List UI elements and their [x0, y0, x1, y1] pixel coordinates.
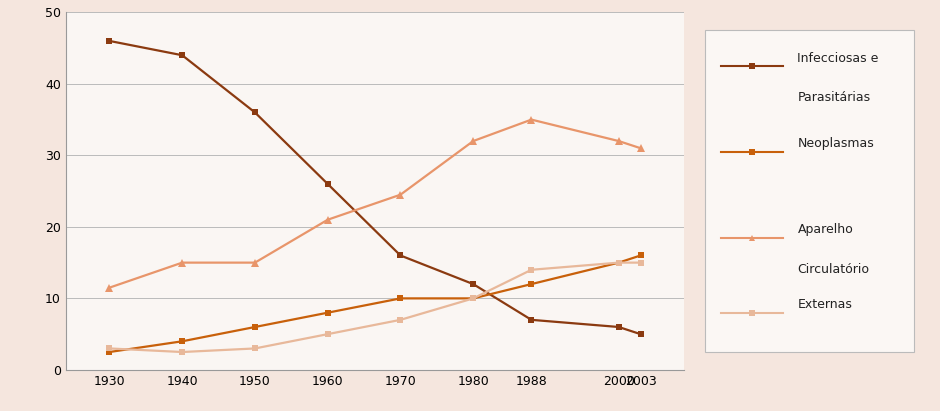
Line: Externas: Externas: [106, 259, 644, 355]
Neoplasmas: [467, 296, 478, 301]
Neoplasmas: [103, 349, 115, 354]
Neoplasmas: [525, 282, 537, 286]
Neoplasmas: [395, 296, 406, 301]
Externas: [103, 346, 115, 351]
FancyBboxPatch shape: [705, 30, 914, 352]
Neoplasmas: [613, 260, 624, 265]
Aparelho
Circulatório: [177, 260, 188, 265]
Neoplasmas: [249, 325, 260, 330]
Infecciosas e
Parasitárias: [634, 332, 646, 337]
Externas: [613, 260, 624, 265]
Text: Neoplasmas: Neoplasmas: [797, 138, 874, 150]
Line: Aparelho
Circulatório: Aparelho Circulatório: [105, 116, 644, 291]
Externas: [249, 346, 260, 351]
Aparelho
Circulatório: [395, 192, 406, 197]
Line: Infecciosas e
Parasitárias: Infecciosas e Parasitárias: [106, 38, 644, 337]
Infecciosas e
Parasitárias: [467, 282, 478, 286]
Infecciosas e
Parasitárias: [177, 53, 188, 58]
Infecciosas e
Parasitárias: [249, 110, 260, 115]
Externas: [467, 296, 478, 301]
Externas: [177, 349, 188, 354]
Text: Infecciosas e: Infecciosas e: [797, 52, 879, 65]
Text: Circulatório: Circulatório: [797, 263, 870, 276]
Neoplasmas: [322, 310, 334, 315]
Neoplasmas: [634, 253, 646, 258]
Aparelho
Circulatório: [103, 285, 115, 290]
Externas: [395, 317, 406, 322]
Aparelho
Circulatório: [249, 260, 260, 265]
Infecciosas e
Parasitárias: [322, 182, 334, 187]
Infecciosas e
Parasitárias: [613, 325, 624, 330]
Aparelho
Circulatório: [634, 146, 646, 151]
Aparelho
Circulatório: [322, 217, 334, 222]
Aparelho
Circulatório: [525, 117, 537, 122]
Infecciosas e
Parasitárias: [525, 317, 537, 322]
Aparelho
Circulatório: [613, 139, 624, 143]
Neoplasmas: [177, 339, 188, 344]
Infecciosas e
Parasitárias: [395, 253, 406, 258]
Externas: [322, 332, 334, 337]
Text: Parasitárias: Parasitárias: [797, 91, 870, 104]
Infecciosas e
Parasitárias: [103, 39, 115, 44]
Externas: [525, 267, 537, 272]
Text: Aparelho: Aparelho: [797, 223, 854, 236]
Text: Externas: Externas: [797, 298, 853, 312]
Line: Neoplasmas: Neoplasmas: [106, 252, 644, 355]
Aparelho
Circulatório: [467, 139, 478, 143]
Externas: [634, 260, 646, 265]
